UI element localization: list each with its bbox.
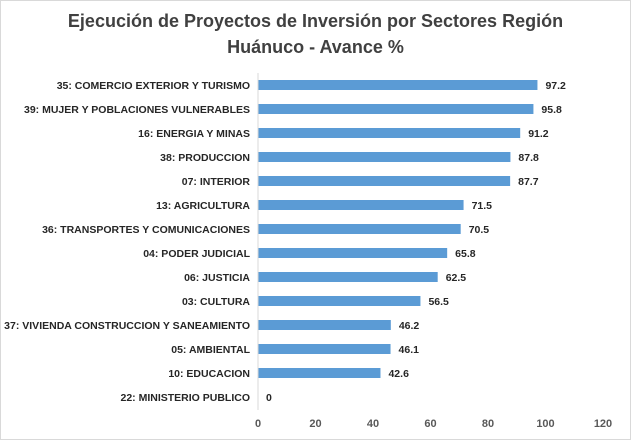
category-label: 35: COMERCIO EXTERIOR Y TURISMO bbox=[57, 80, 250, 92]
category-label: 04: PODER JUDICIAL bbox=[143, 248, 250, 260]
data-label: 42.6 bbox=[388, 368, 409, 380]
bar bbox=[258, 368, 381, 378]
x-tick-label: 20 bbox=[309, 418, 321, 430]
x-tick-label: 40 bbox=[367, 418, 379, 430]
x-tick-label: 100 bbox=[536, 418, 554, 430]
category-label: 03: CULTURA bbox=[182, 296, 250, 308]
category-label: 38: PRODUCCION bbox=[160, 152, 250, 164]
bar bbox=[258, 344, 391, 354]
bar bbox=[258, 296, 421, 306]
chart-title-line-2: Huánuco - Avance % bbox=[227, 37, 404, 57]
x-tick-label: 60 bbox=[424, 418, 436, 430]
bar bbox=[258, 80, 538, 90]
bar bbox=[258, 176, 511, 186]
category-label: 22: MINISTERIO PUBLICO bbox=[120, 392, 250, 404]
bar bbox=[258, 320, 391, 330]
category-label: 36: TRANSPORTES Y COMUNICACIONES bbox=[42, 224, 250, 236]
category-label: 13: AGRICULTURA bbox=[156, 200, 250, 212]
x-tick-label: 120 bbox=[594, 418, 612, 430]
category-label: 37: VIVIENDA CONSTRUCCION Y SANEAMIENTO bbox=[4, 320, 250, 332]
data-label: 46.2 bbox=[399, 320, 420, 332]
bar bbox=[258, 224, 461, 234]
data-label: 97.2 bbox=[545, 80, 566, 92]
bar bbox=[258, 152, 511, 162]
bar bbox=[258, 272, 438, 282]
data-label: 91.2 bbox=[528, 128, 549, 140]
bar bbox=[258, 128, 521, 138]
category-label: 39: MUJER Y POBLACIONES VULNERABLES bbox=[24, 104, 250, 116]
data-label: 65.8 bbox=[455, 248, 476, 260]
data-label: 87.8 bbox=[518, 152, 539, 164]
category-label: 05: AMBIENTAL bbox=[171, 344, 250, 356]
data-label: 70.5 bbox=[469, 224, 490, 236]
data-label: 87.7 bbox=[518, 176, 539, 188]
x-tick-label: 0 bbox=[255, 418, 261, 430]
category-label: 16: ENERGIA Y MINAS bbox=[138, 128, 250, 140]
category-label: 07: INTERIOR bbox=[182, 176, 251, 188]
data-label: 62.5 bbox=[446, 272, 467, 284]
bar bbox=[258, 104, 534, 114]
chart-title-line-1: Ejecución de Proyectos de Inversión por … bbox=[67, 11, 564, 31]
data-label: 71.5 bbox=[472, 200, 493, 212]
x-tick-label: 80 bbox=[482, 418, 494, 430]
bar bbox=[258, 200, 464, 210]
data-label: 0 bbox=[266, 392, 272, 404]
bar bbox=[258, 248, 448, 258]
category-label: 06: JUSTICIA bbox=[184, 272, 250, 284]
data-label: 46.1 bbox=[399, 344, 420, 356]
data-label: 95.8 bbox=[541, 104, 562, 116]
data-label: 56.5 bbox=[428, 296, 449, 308]
category-label: 10: EDUCACION bbox=[168, 368, 250, 380]
chart-title: Ejecución de Proyectos de Inversión por … bbox=[0, 8, 631, 60]
